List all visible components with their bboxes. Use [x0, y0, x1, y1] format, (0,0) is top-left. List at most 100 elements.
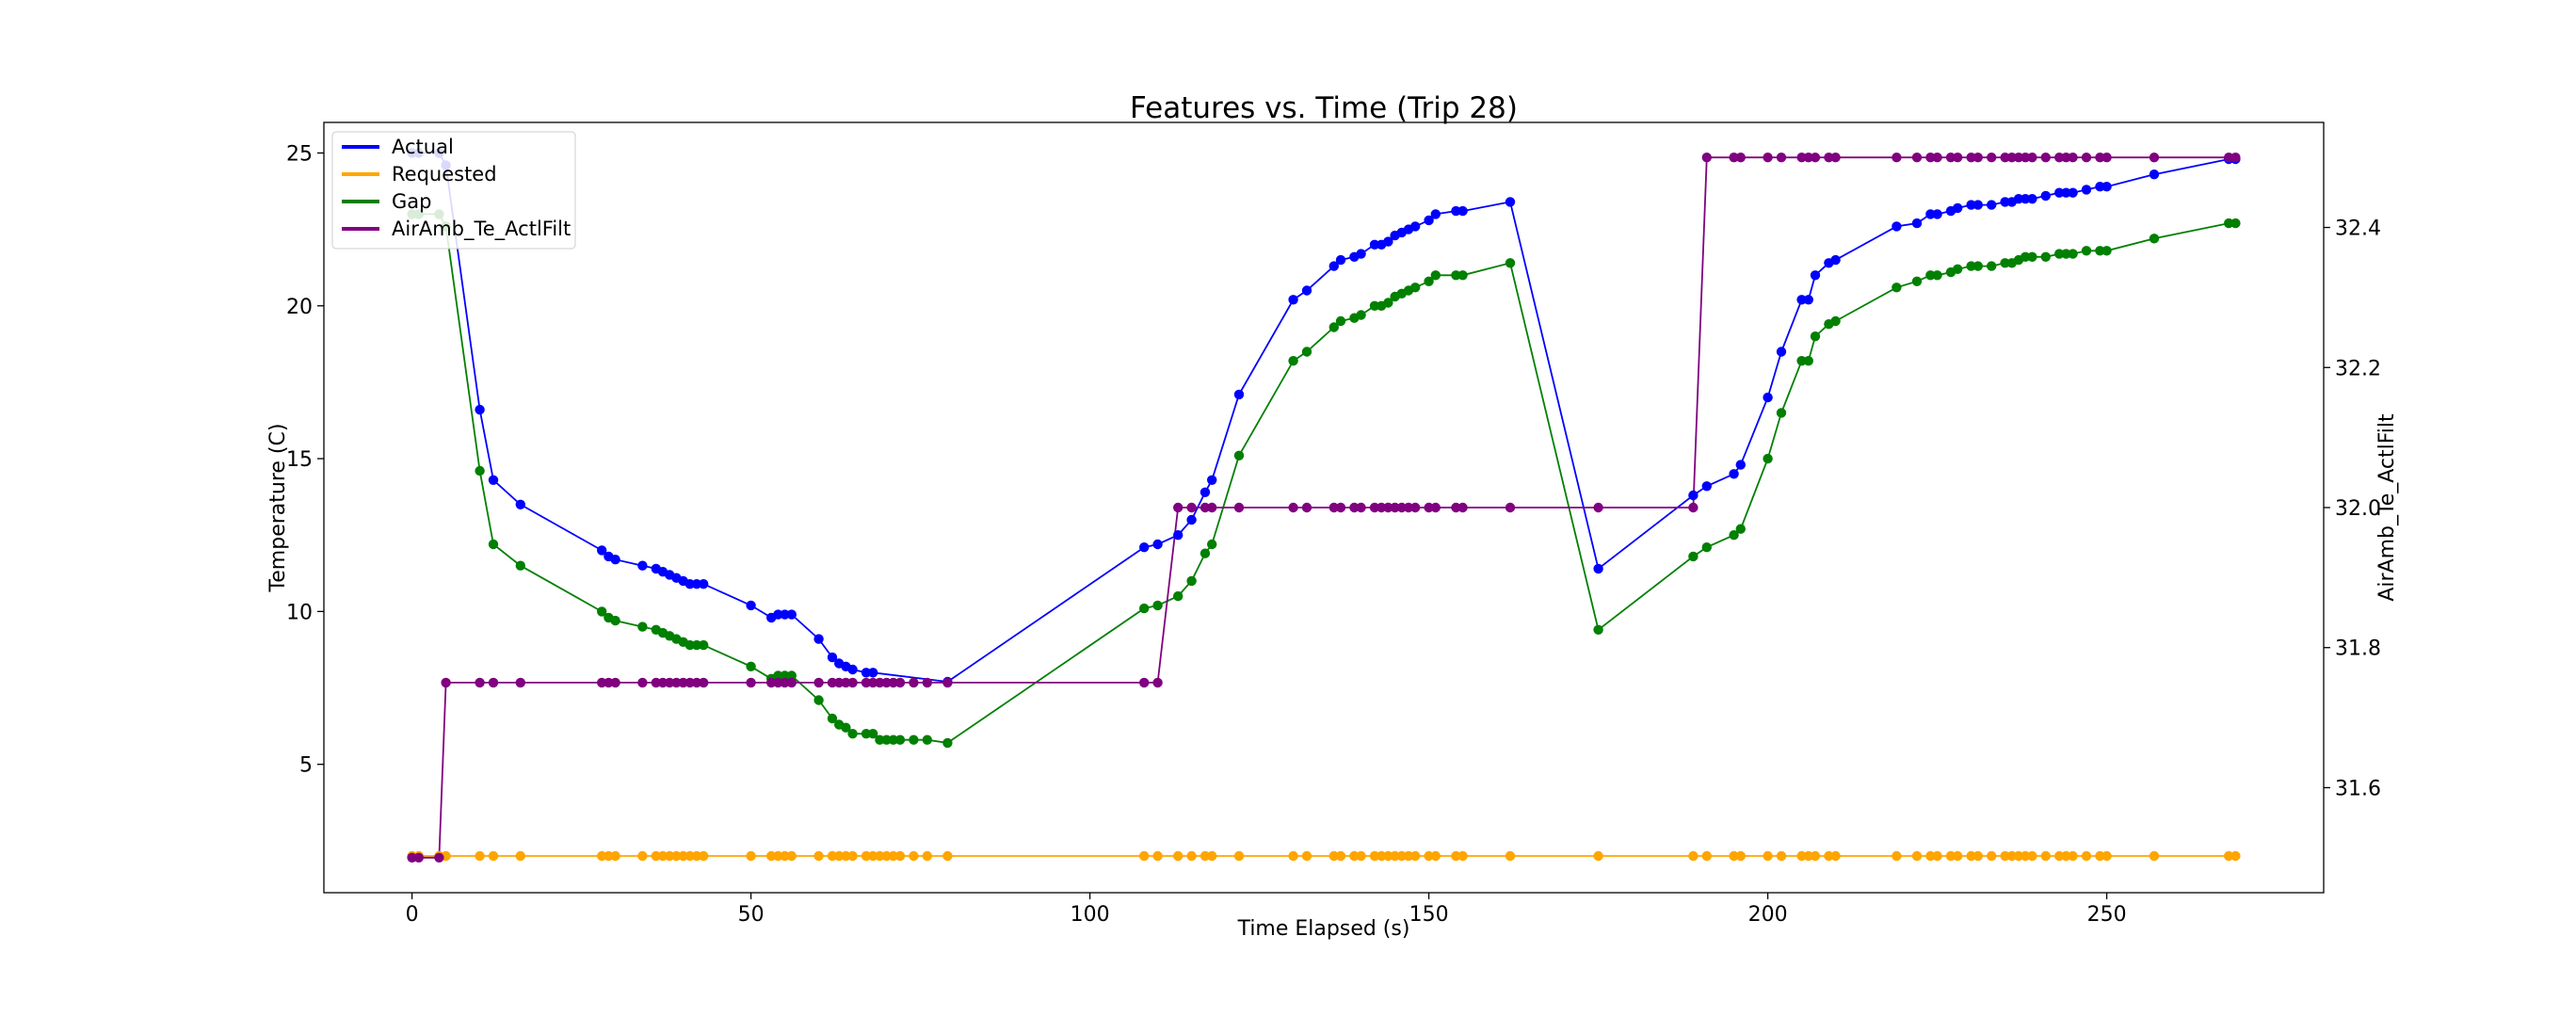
data-point-airamb-te-actlfilt: [1335, 502, 1346, 513]
data-point-actual: [1830, 254, 1841, 266]
data-point-requested: [942, 850, 953, 862]
data-point-requested: [699, 850, 709, 862]
data-point-actual: [684, 579, 695, 589]
data-point-gap: [1729, 530, 1739, 541]
data-point-gap: [881, 734, 892, 745]
data-point-airamb-te-actlfilt: [780, 677, 790, 688]
data-point-airamb-te-actlfilt: [1390, 502, 1400, 513]
data-point-airamb-te-actlfilt: [1925, 153, 1936, 163]
data-point-requested: [1369, 850, 1380, 862]
data-point-airamb-te-actlfilt: [1356, 502, 1366, 513]
data-point-gap: [1199, 548, 1211, 558]
data-point-gap: [1932, 270, 1942, 281]
data-point-requested: [1972, 850, 1983, 862]
data-point-requested: [1207, 850, 1217, 862]
data-point-gap: [2224, 218, 2234, 229]
data-point-requested: [868, 850, 878, 862]
data-point-actual: [637, 560, 648, 571]
data-point-requested: [1199, 850, 1211, 862]
data-point-actual: [786, 609, 797, 620]
data-point-airamb-te-actlfilt: [699, 677, 709, 688]
data-point-gap: [1288, 356, 1298, 366]
data-point-requested: [1830, 850, 1841, 862]
data-point-gap: [894, 734, 906, 745]
data-point-actual: [1776, 347, 1787, 357]
data-point-airamb-te-actlfilt: [868, 677, 878, 688]
data-point-actual: [1932, 209, 1942, 219]
data-point-airamb-te-actlfilt: [2054, 153, 2065, 163]
data-point-gap: [1953, 264, 1963, 274]
data-point-requested: [1335, 850, 1346, 862]
data-point-requested: [780, 850, 790, 862]
data-point-actual: [1911, 218, 1923, 229]
data-point-requested: [881, 850, 892, 862]
data-point-gap: [637, 622, 648, 632]
y2-tick-label: 32.0: [2335, 497, 2381, 521]
data-point-requested: [2224, 850, 2234, 862]
y2-tick-label: 32.4: [2335, 218, 2381, 241]
data-point-airamb-te-actlfilt: [1945, 153, 1956, 163]
data-point-requested: [1729, 850, 1739, 862]
data-point-actual: [847, 664, 858, 675]
data-point-airamb-te-actlfilt: [2027, 153, 2037, 163]
data-point-requested: [1688, 850, 1699, 862]
data-point-gap: [888, 734, 898, 745]
data-point-airamb-te-actlfilt: [1729, 153, 1739, 163]
data-point-requested: [1424, 850, 1434, 862]
y2-tick-label: 32.2: [2335, 357, 2381, 380]
data-point-actual: [1139, 542, 1150, 553]
data-point-airamb-te-actlfilt: [1377, 502, 1387, 513]
data-point-actual: [475, 404, 485, 415]
data-point-gap: [2081, 246, 2092, 256]
data-point-actual: [1186, 514, 1197, 525]
data-point-actual: [1233, 389, 1245, 400]
data-point-actual: [1335, 254, 1346, 266]
data-point-airamb-te-actlfilt: [1688, 502, 1699, 513]
data-point-actual: [2068, 187, 2078, 198]
data-point-gap: [746, 661, 756, 671]
data-point-airamb-te-actlfilt: [1199, 502, 1211, 513]
data-point-airamb-te-actlfilt: [1892, 153, 1902, 163]
data-point-actual: [1410, 221, 1421, 232]
y-tick-label: 5: [299, 754, 313, 778]
data-point-gap: [597, 606, 607, 617]
data-point-airamb-te-actlfilt: [1424, 502, 1434, 513]
legend-label-gap: Gap: [392, 190, 431, 213]
data-point-actual: [1356, 249, 1366, 259]
data-point-actual: [597, 545, 607, 556]
data-point-gap: [475, 465, 485, 476]
data-point-actual: [699, 579, 709, 589]
data-point-requested: [834, 850, 845, 862]
data-point-gap: [1233, 450, 1245, 460]
data-point-requested: [691, 850, 702, 862]
data-point-airamb-te-actlfilt: [407, 852, 417, 863]
data-point-airamb-te-actlfilt: [786, 677, 797, 688]
data-point-airamb-te-actlfilt: [1932, 153, 1942, 163]
data-point-requested: [2095, 850, 2105, 862]
data-point-airamb-te-actlfilt: [1911, 153, 1923, 163]
data-point-requested: [1288, 850, 1298, 862]
data-point-airamb-te-actlfilt: [2149, 153, 2160, 163]
data-point-airamb-te-actlfilt: [1457, 502, 1468, 513]
data-point-airamb-te-actlfilt: [841, 677, 851, 688]
data-point-requested: [766, 850, 777, 862]
y2-tick-label: 31.6: [2335, 777, 2381, 800]
data-point-requested: [1824, 850, 1834, 862]
data-point-actual: [1763, 392, 1773, 403]
data-point-requested: [1966, 850, 1976, 862]
x-tick-label: 100: [1071, 903, 1110, 927]
data-point-actual: [1328, 261, 1340, 271]
data-point-airamb-te-actlfilt: [678, 677, 688, 688]
data-point-gap: [1186, 575, 1197, 587]
data-point-actual: [1301, 285, 1312, 296]
data-point-actual: [2040, 190, 2051, 202]
data-point-requested: [2054, 850, 2065, 862]
data-point-requested: [813, 850, 824, 862]
data-point-requested: [1139, 850, 1150, 862]
data-point-actual: [1892, 221, 1902, 232]
data-point-gap: [2000, 258, 2010, 268]
x-tick-label: 50: [738, 903, 765, 927]
data-point-requested: [1505, 850, 1516, 862]
data-point-airamb-te-actlfilt: [881, 677, 892, 688]
data-point-actual: [780, 609, 790, 620]
